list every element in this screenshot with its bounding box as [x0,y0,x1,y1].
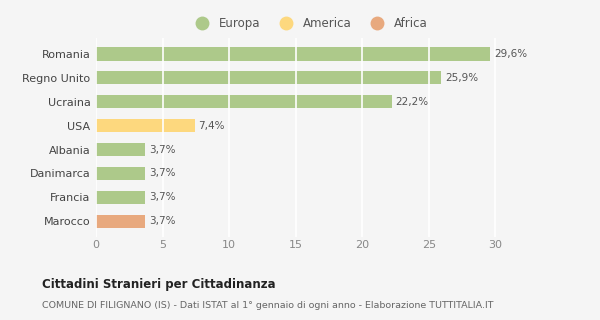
Bar [96,191,145,204]
Bar [96,119,194,132]
Text: COMUNE DI FILIGNANO (IS) - Dati ISTAT al 1° gennaio di ogni anno - Elaborazione : COMUNE DI FILIGNANO (IS) - Dati ISTAT al… [42,301,493,310]
Text: 25,9%: 25,9% [445,73,478,83]
Bar [96,95,392,108]
Legend: Europa, America, Africa: Europa, America, Africa [188,14,430,32]
Bar [96,167,145,180]
Text: 3,7%: 3,7% [149,216,176,226]
Text: Cittadini Stranieri per Cittadinanza: Cittadini Stranieri per Cittadinanza [42,278,275,292]
Bar [96,143,145,156]
Text: 3,7%: 3,7% [149,192,176,202]
Text: 29,6%: 29,6% [494,49,527,59]
Bar [96,71,441,84]
Text: 7,4%: 7,4% [199,121,225,131]
Bar [96,215,145,228]
Bar [96,47,490,60]
Text: 3,7%: 3,7% [149,145,176,155]
Text: 3,7%: 3,7% [149,168,176,179]
Text: 22,2%: 22,2% [395,97,428,107]
